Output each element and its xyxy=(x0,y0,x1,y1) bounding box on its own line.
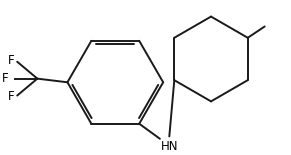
Text: F: F xyxy=(8,54,14,67)
Text: F: F xyxy=(8,90,14,103)
Text: F: F xyxy=(1,72,8,85)
Text: HN: HN xyxy=(161,140,178,153)
